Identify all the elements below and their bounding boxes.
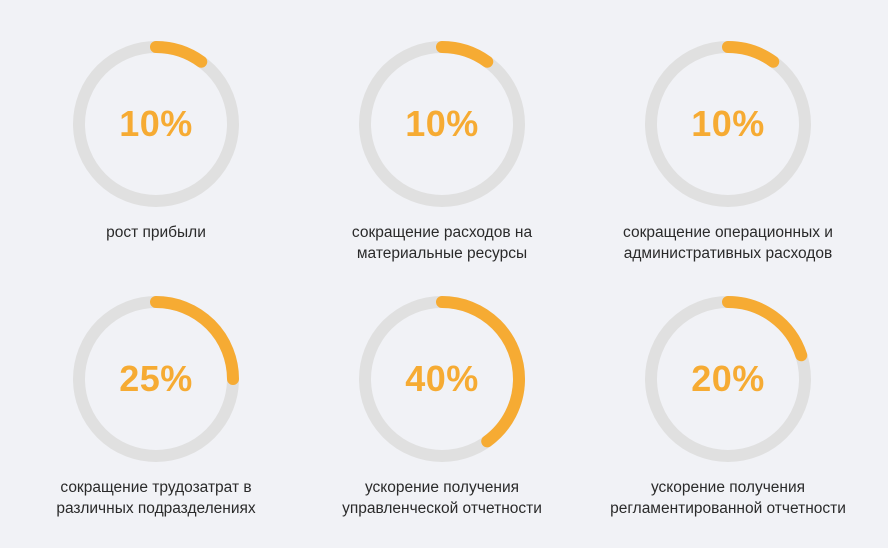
metric-caption: ускорение получения регламентированной о… (610, 479, 846, 517)
metric-value: 10% (119, 103, 193, 144)
progress-ring: 10% (66, 34, 246, 214)
progress-ring-svg (359, 296, 525, 462)
metric-caption: ускорение получения управленческой отчет… (342, 479, 542, 517)
progress-ring: 10% (352, 34, 532, 214)
metric-card: 20% ускорение получения регламентированн… (588, 289, 868, 519)
progress-ring-svg (73, 41, 239, 207)
progress-ring: 10% (638, 34, 818, 214)
metric-value: 40% (405, 358, 479, 399)
metric-card: 10% сокращение расходов на материальные … (302, 34, 582, 264)
metric-value: 10% (691, 103, 765, 144)
progress-ring-svg (73, 296, 239, 462)
metric-caption: сокращение трудозатрат в различных подра… (56, 479, 256, 517)
ring-progress-arc (359, 41, 525, 207)
metric-caption: сокращение операционных и административн… (623, 224, 833, 262)
metric-value: 25% (119, 358, 193, 399)
metric-card: 25% сокращение трудозатрат в различных п… (16, 289, 296, 519)
metric-card: 10% сокращение операционных и администра… (588, 34, 868, 264)
metric-card: 40% ускорение получения управленческой о… (302, 289, 582, 519)
metric-card: 10% рост прибыли (16, 34, 296, 243)
ring-progress-arc (645, 296, 811, 462)
progress-ring-svg (645, 41, 811, 207)
ring-progress-arc (73, 41, 239, 207)
ring-progress-arc (359, 296, 525, 462)
progress-ring: 20% (638, 289, 818, 469)
progress-ring: 40% (352, 289, 532, 469)
metric-caption: сокращение расходов на материальные ресу… (351, 224, 533, 262)
metric-caption: рост прибыли (106, 224, 206, 241)
progress-ring-svg (645, 296, 811, 462)
progress-ring: 25% (66, 289, 246, 469)
metric-value: 20% (691, 358, 765, 399)
ring-progress-arc (645, 41, 811, 207)
progress-ring-svg (359, 41, 525, 207)
metric-value: 10% (405, 103, 479, 144)
ring-progress-arc (73, 296, 239, 462)
